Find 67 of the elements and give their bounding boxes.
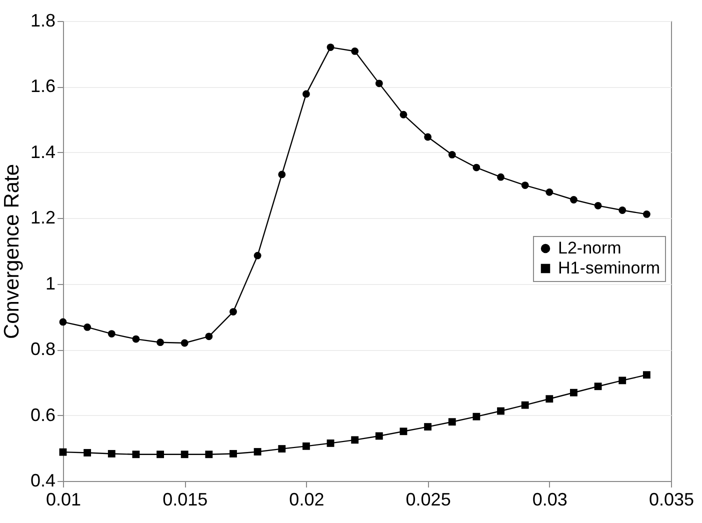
point [521, 401, 529, 409]
point [205, 332, 213, 340]
point [84, 324, 92, 331]
point [278, 445, 286, 453]
x-tick-label: 0.035 [648, 490, 694, 510]
point [156, 338, 164, 346]
point [594, 202, 602, 210]
point [230, 308, 237, 316]
y-tick-label: 1.8 [30, 10, 56, 30]
x-tick-label: 0.025 [406, 490, 451, 510]
point [375, 432, 383, 440]
point [546, 395, 554, 403]
point [180, 450, 188, 458]
point [59, 448, 67, 456]
point [570, 388, 578, 396]
y-tick-label: 1 [45, 273, 56, 294]
y-tick-label: 0.6 [30, 404, 56, 425]
point [108, 450, 116, 458]
legend-label: L2-norm [558, 238, 622, 258]
point [400, 110, 408, 118]
point [570, 196, 578, 204]
point [521, 182, 529, 189]
point [351, 436, 359, 444]
point [132, 450, 140, 458]
point [375, 80, 383, 88]
x-tick-label: 0.015 [162, 490, 208, 510]
point [326, 44, 334, 51]
point [205, 450, 213, 458]
point [302, 90, 310, 98]
point [424, 133, 432, 141]
y-tick-label: 0.8 [30, 339, 56, 360]
point [642, 371, 650, 379]
legend-label: H1-seminorm [558, 258, 660, 278]
x-tick-label: 0.01 [46, 490, 82, 510]
point [472, 412, 480, 420]
point [497, 407, 504, 415]
point [400, 428, 408, 436]
point [424, 423, 432, 430]
point [472, 164, 480, 172]
point [302, 442, 310, 450]
point [594, 382, 602, 390]
point [108, 330, 116, 338]
point [254, 448, 262, 456]
y-tick-label: 0.4 [30, 470, 56, 490]
point [59, 318, 67, 326]
y-tick-label: 1.2 [30, 208, 56, 228]
y-axis-title: Convergence Rate [0, 164, 24, 340]
point [156, 450, 164, 458]
point [230, 450, 237, 458]
point [254, 252, 262, 260]
point [448, 151, 456, 158]
point [546, 188, 554, 196]
point [448, 418, 456, 426]
x-tick-label: 0.02 [289, 490, 324, 510]
y-tick-label: 1.6 [30, 76, 56, 96]
point [618, 376, 626, 384]
point [351, 48, 359, 55]
point [642, 210, 650, 218]
x-tick-label: 0.03 [532, 490, 568, 510]
y-tick-label: 1.4 [30, 142, 56, 162]
point [132, 335, 140, 343]
point [84, 449, 92, 456]
point [180, 339, 188, 347]
point [618, 206, 626, 214]
point [326, 440, 334, 447]
point [497, 173, 504, 181]
point [278, 170, 286, 178]
